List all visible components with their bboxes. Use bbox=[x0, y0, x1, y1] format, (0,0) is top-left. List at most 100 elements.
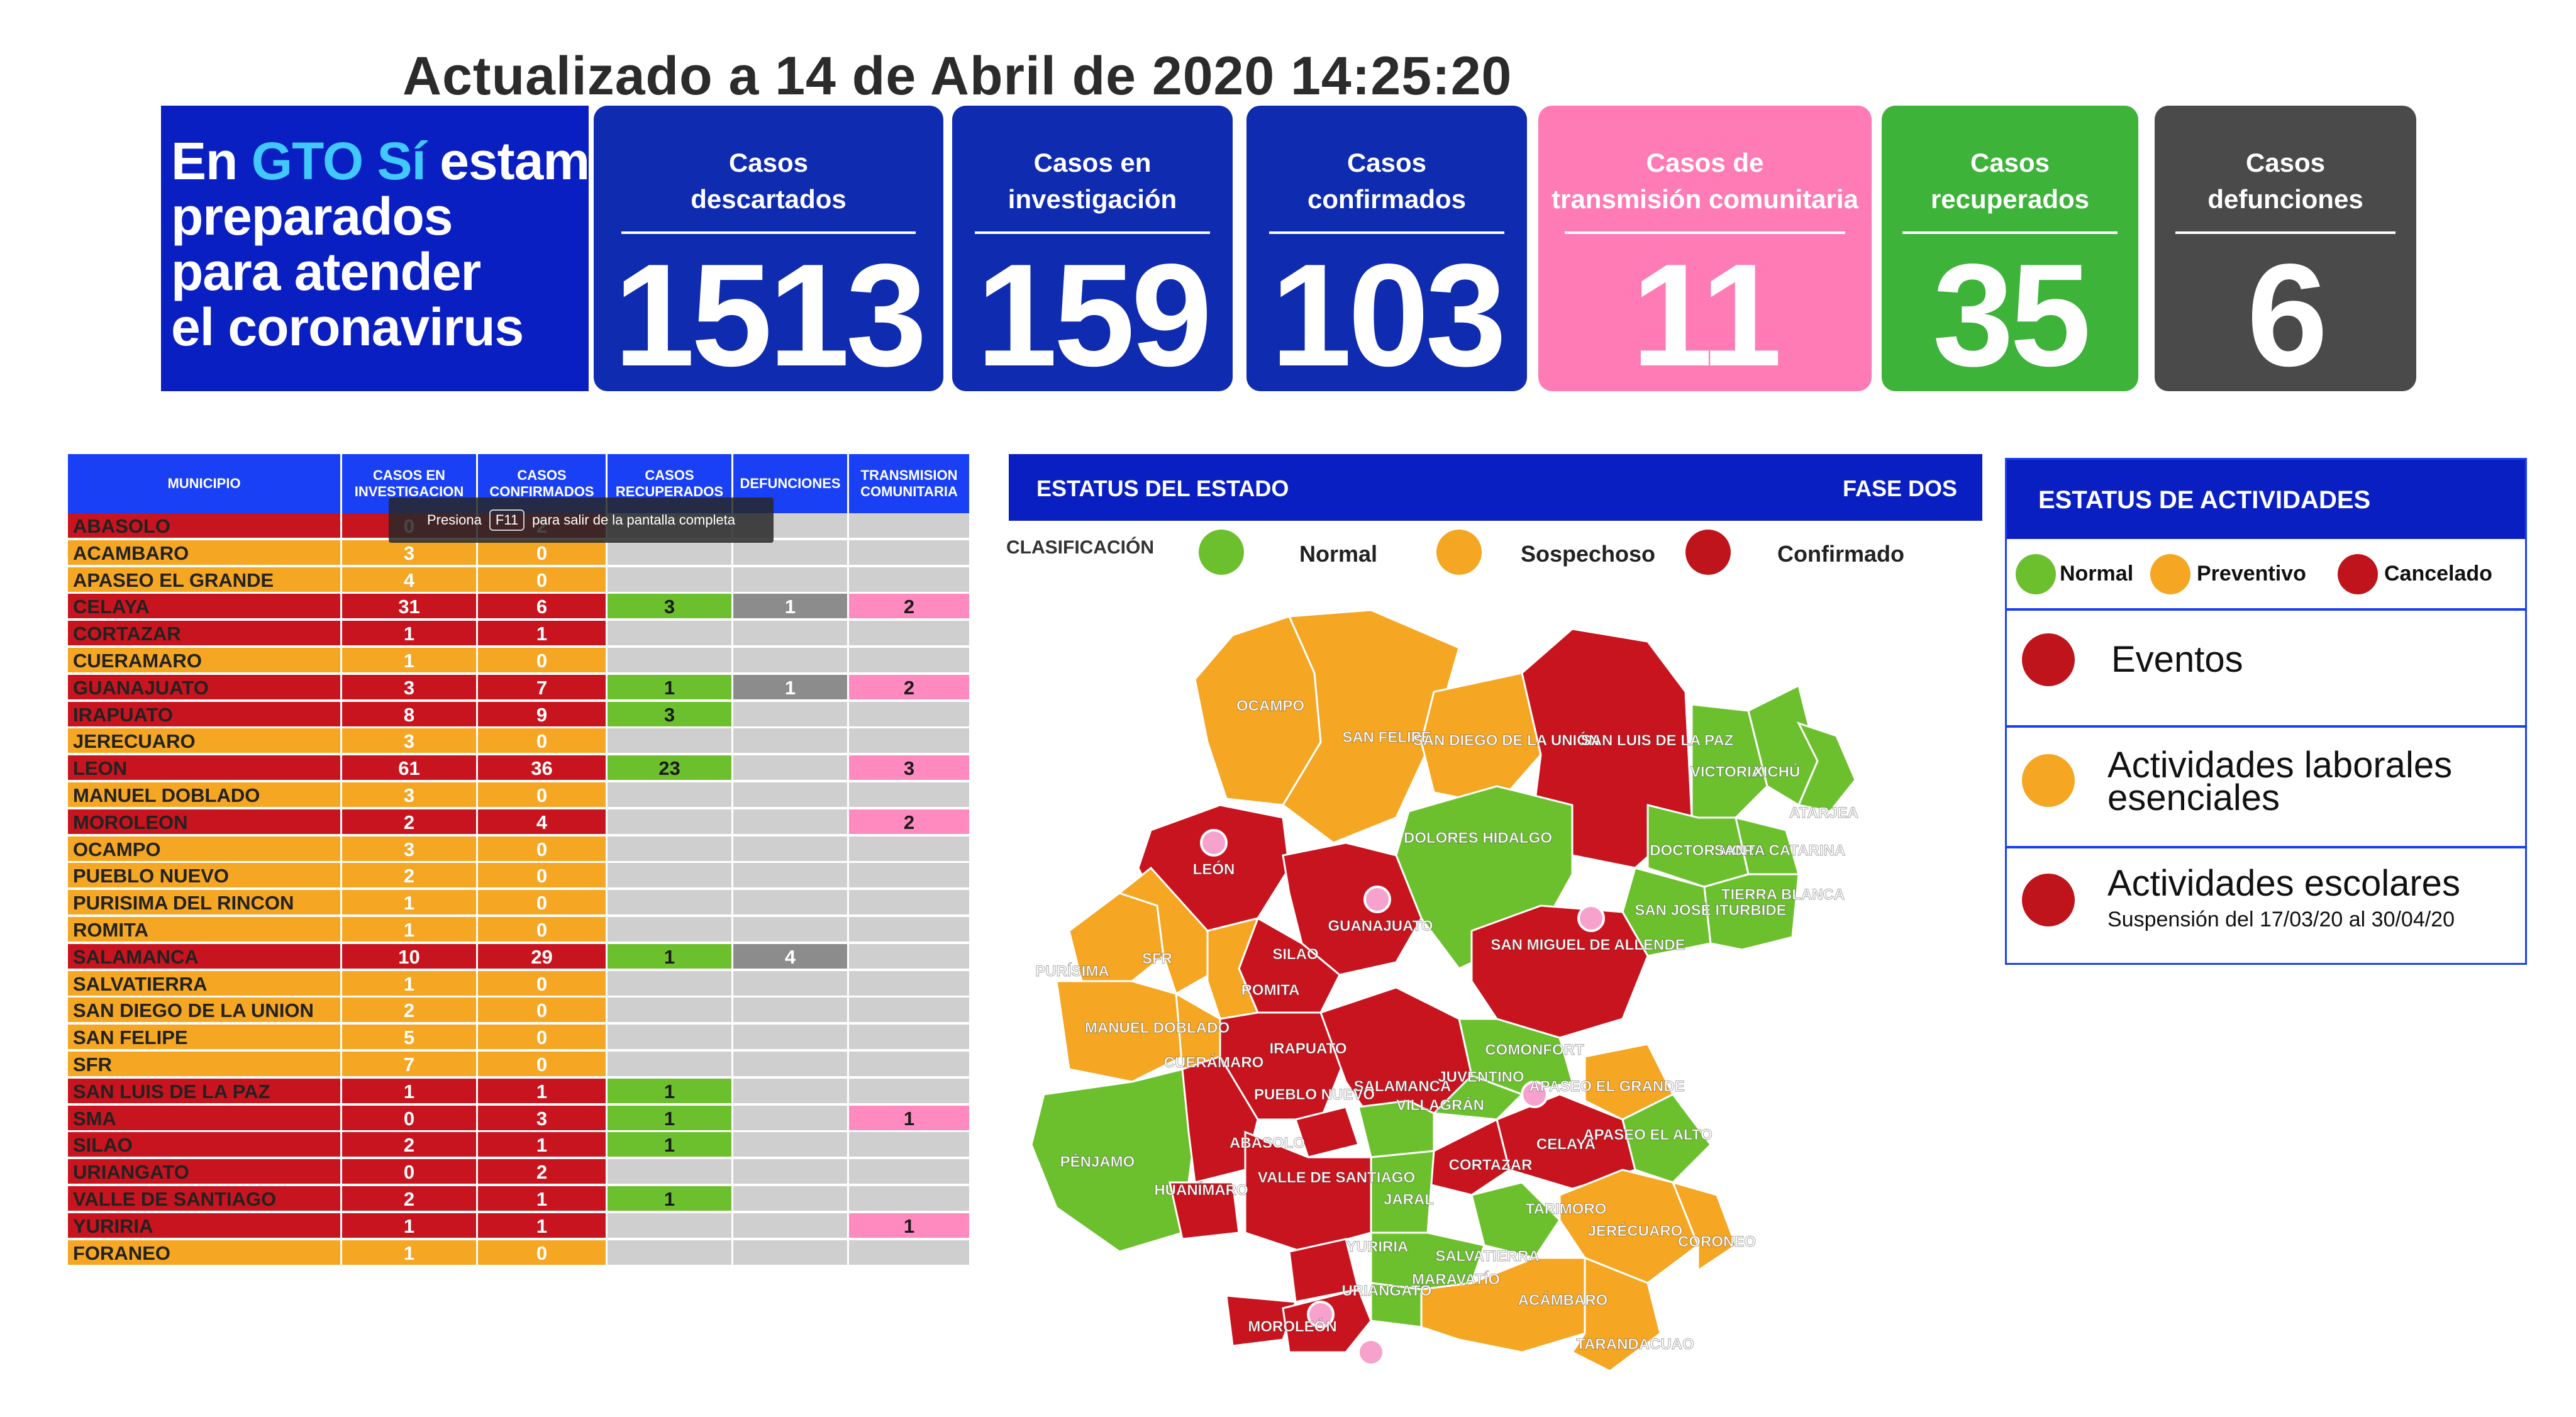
cell-def bbox=[733, 1132, 849, 1159]
map-label: SALAMANCA bbox=[1354, 1078, 1452, 1095]
act-legend-preventivo-label: Preventivo bbox=[2197, 562, 2306, 586]
cell-tc: 1 bbox=[849, 1105, 971, 1132]
municipio-name: ROMITA bbox=[68, 917, 342, 943]
map-label: JERÉCUARO bbox=[1588, 1222, 1683, 1240]
municipio-name: SMA bbox=[68, 1105, 342, 1132]
cell-tc bbox=[849, 648, 971, 674]
municipio-name: IRAPUATO bbox=[68, 701, 342, 728]
cell-conf: 0 bbox=[478, 970, 608, 997]
cell-inv: 2 bbox=[342, 997, 478, 1025]
map-label: VILLAGRÁN bbox=[1396, 1096, 1484, 1114]
stat-card-label: Casos defunciones bbox=[2207, 148, 2363, 214]
map-label: VALLE DE SANTIAGO bbox=[1258, 1169, 1415, 1186]
map-label: SANTA CATARINA bbox=[1714, 842, 1845, 859]
cell-rec: 3 bbox=[608, 594, 733, 621]
cell-conf: 0 bbox=[478, 648, 608, 674]
table-row: SALVATIERRA 1 0 bbox=[68, 970, 971, 997]
cell-rec: 1 bbox=[608, 1132, 733, 1159]
cell-rec bbox=[608, 997, 733, 1025]
table-header-5: TRANSMISION COMUNITARIA bbox=[849, 454, 971, 513]
cell-def bbox=[733, 863, 849, 890]
cell-inv: 4 bbox=[342, 567, 478, 594]
transmission-hotspot bbox=[1363, 886, 1391, 913]
cell-rec bbox=[608, 863, 733, 890]
cell-rec bbox=[608, 890, 733, 917]
cell-conf: 2 bbox=[478, 1159, 608, 1186]
cell-inv: 1 bbox=[342, 890, 478, 917]
region-sj-iturbide bbox=[1621, 867, 1712, 957]
map-label: PURÍSIMA bbox=[1035, 962, 1109, 980]
cell-inv: 0 bbox=[342, 1159, 478, 1186]
municipio-name: MOROLEON bbox=[68, 809, 342, 836]
escolares-subtitle: Suspensión del 17/03/20 al 30/04/20 bbox=[2107, 908, 2455, 931]
cell-rec bbox=[608, 917, 733, 943]
map-label: HUANÍMARO bbox=[1154, 1181, 1248, 1199]
cell-conf: 0 bbox=[478, 567, 608, 594]
cell-conf: 7 bbox=[478, 674, 608, 701]
transmission-hotspot bbox=[1200, 829, 1228, 857]
map-label: MARAVATÍO bbox=[1412, 1270, 1500, 1288]
cell-conf: 3 bbox=[478, 1105, 608, 1132]
table-row: PUEBLO NUEVO 2 0 bbox=[68, 863, 971, 890]
cell-def bbox=[733, 1240, 849, 1267]
cell-conf: 1 bbox=[478, 621, 608, 648]
cell-inv: 0 bbox=[342, 1105, 478, 1132]
cell-def: 1 bbox=[733, 594, 849, 621]
map-label: MOROLEÓN bbox=[1248, 1318, 1336, 1335]
transmission-hotspot bbox=[1521, 1081, 1548, 1108]
transmission-hotspot bbox=[1357, 1338, 1385, 1366]
toast-text-before: Presiona bbox=[427, 512, 482, 528]
cell-rec bbox=[608, 809, 733, 836]
cell-rec bbox=[608, 1025, 733, 1052]
fullscreen-toast: Presiona F11 para salir de la pantalla c… bbox=[389, 497, 774, 543]
act-divider bbox=[2007, 608, 2525, 611]
cell-conf: 0 bbox=[478, 728, 608, 755]
cell-def bbox=[733, 1159, 849, 1186]
map-label: OCAMPO bbox=[1236, 697, 1304, 714]
cell-rec bbox=[608, 567, 733, 594]
map-label: SFR bbox=[1142, 950, 1172, 967]
stat-card-label: Casos recuperados bbox=[1930, 148, 2090, 214]
cell-inv: 5 bbox=[342, 1025, 478, 1052]
cell-conf: 1 bbox=[478, 1078, 608, 1105]
cell-tc bbox=[849, 1186, 971, 1213]
act-legend-cancelado-dot bbox=[2338, 554, 2378, 594]
municipio-name: LEON bbox=[68, 755, 342, 782]
table-row: IRAPUATO 8 9 3 bbox=[68, 701, 971, 728]
cell-inv: 1 bbox=[342, 917, 478, 943]
transmission-hotspot bbox=[1307, 1301, 1335, 1328]
municipio-name: SAN LUIS DE LA PAZ bbox=[68, 1078, 342, 1105]
table-row: SAN LUIS DE LA PAZ 1 1 1 bbox=[68, 1078, 971, 1105]
map-label: JARAL bbox=[1384, 1191, 1434, 1208]
region-tarimoro bbox=[1470, 1181, 1561, 1259]
legend-normal-label: Normal bbox=[1299, 541, 1378, 567]
municipio-name: SAN FELIPE bbox=[68, 1025, 342, 1052]
table-row: MOROLEON 2 4 2 bbox=[68, 809, 971, 836]
cell-conf: 1 bbox=[478, 1132, 608, 1159]
region-villagran bbox=[1357, 1099, 1435, 1159]
cell-def bbox=[733, 836, 849, 863]
municipio-name: CORTAZAR bbox=[68, 621, 342, 648]
cell-def bbox=[733, 1078, 849, 1105]
cell-inv: 8 bbox=[342, 701, 478, 728]
stat-card-divider bbox=[2175, 231, 2396, 234]
cell-conf: 1 bbox=[478, 1186, 608, 1213]
region-san-miguel bbox=[1470, 904, 1649, 1039]
stat-card-label: Casos de transmisión comunitaria bbox=[1552, 148, 1858, 214]
stat-card-0: Casos descartados 1513 bbox=[594, 106, 943, 391]
municipio-name: GUANAJUATO bbox=[68, 674, 342, 701]
cell-def bbox=[733, 809, 849, 836]
map-label: DOCTOR MORA bbox=[1650, 842, 1765, 859]
cell-rec bbox=[608, 1213, 733, 1240]
actividades-header: ESTATUS DE ACTIVIDADES bbox=[2007, 460, 2525, 539]
cell-tc: 2 bbox=[849, 674, 971, 701]
cell-tc bbox=[849, 997, 971, 1025]
cell-rec: 1 bbox=[608, 1105, 733, 1132]
cell-inv: 7 bbox=[342, 1052, 478, 1078]
table-row: SFR 7 0 bbox=[68, 1052, 971, 1078]
cell-rec: 1 bbox=[608, 1186, 733, 1213]
municipio-name: SAN DIEGO DE LA UNION bbox=[68, 997, 342, 1025]
stat-card-label: Casos en investigación bbox=[1008, 148, 1177, 214]
table-row: YURIRIA 1 1 1 bbox=[68, 1213, 971, 1240]
table-row: CORTAZAR 1 1 bbox=[68, 621, 971, 648]
